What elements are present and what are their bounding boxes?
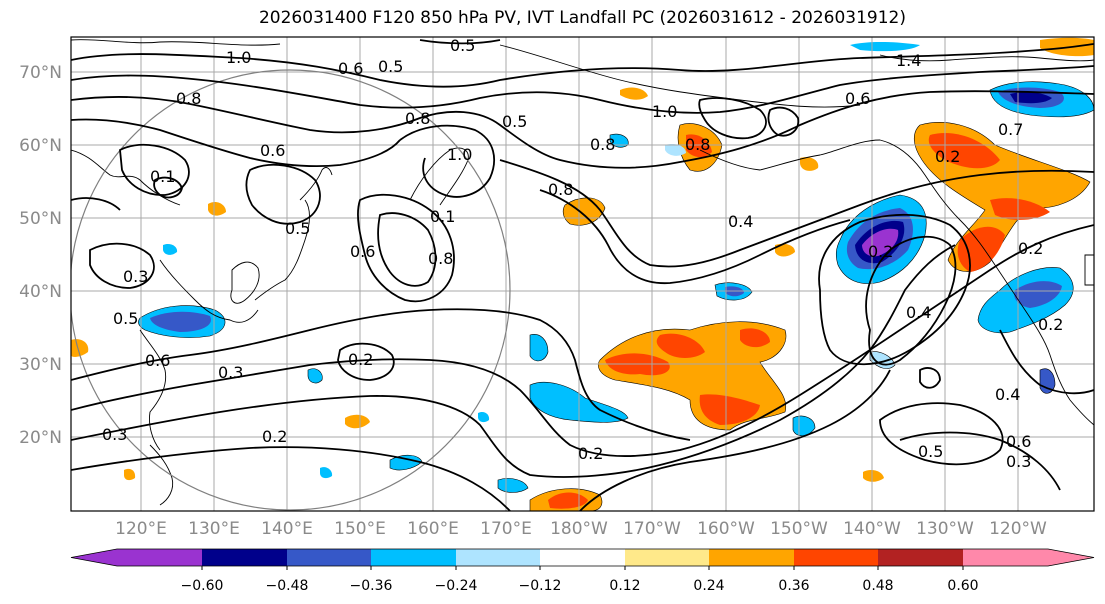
contour-label: 0.6: [350, 242, 375, 261]
contour-label: 0.2: [868, 242, 893, 261]
lon-label: 160°E: [407, 519, 459, 539]
lon-label: 120°W: [989, 519, 1047, 539]
ivt-contours: [71, 39, 1094, 511]
lon-label: 160°W: [697, 519, 755, 539]
lon-label: 180°W: [550, 519, 608, 539]
lon-label: 140°E: [261, 519, 313, 539]
contour-label: 0.2: [935, 147, 960, 166]
colorbar-ticks: −0.60 −0.48 −0.36 −0.24 −0.12 0.12 0.24 …: [181, 578, 979, 594]
colorbar-swatch: [878, 549, 963, 566]
contour-label: 0.5: [918, 442, 943, 461]
contour-labels: 1.0 0.5 0.6 0.5 0.8 0.5 1.0 1.4 0.6 0.7 …: [102, 36, 1063, 471]
contour-label: 0.8: [685, 135, 710, 154]
colorbar-tick: −0.36: [350, 578, 393, 594]
contour-label: 0.5: [113, 309, 138, 328]
lon-label: 150°E: [334, 519, 386, 539]
contour-label: 0.5: [378, 57, 403, 76]
contour-label: 1.0: [447, 145, 472, 164]
colorbar-swatches: [70, 548, 1095, 570]
contour-label: 0.6: [845, 89, 870, 108]
lat-label: 50°N: [19, 209, 62, 229]
contour-label: 0.4: [906, 303, 931, 322]
colorbar-swatch: [709, 549, 794, 566]
contour-label: 1.0: [226, 48, 251, 67]
contour-label: 0.2: [578, 444, 603, 463]
lon-label: 170°E: [480, 519, 532, 539]
colorbar-tick: −0.60: [181, 578, 224, 594]
colorbar-tick: −0.24: [435, 578, 478, 594]
colorbar-tick: 0.60: [947, 578, 978, 594]
map-title: 2026031400 F120 850 hPa PV, IVT Landfall…: [258, 8, 906, 28]
contour-label: 0.8: [590, 135, 615, 154]
lon-label: 130°W: [916, 519, 974, 539]
contour-label: 0.3: [102, 425, 127, 444]
contour-label: 0.6: [145, 351, 170, 370]
colorbar-swatch: [456, 549, 540, 566]
lon-label: 120°E: [115, 519, 167, 539]
contour-label: 0.2: [1018, 239, 1043, 258]
contour-label: 0.5: [502, 112, 527, 131]
contour-label: 0.3: [123, 267, 148, 286]
colorbar-tick: −0.48: [266, 578, 309, 594]
colorbar-swatch: [371, 549, 456, 566]
contour-label: 0.8: [548, 180, 573, 199]
colorbar: −0.60 −0.48 −0.36 −0.24 −0.12 0.12 0.24 …: [70, 548, 1095, 594]
colorbar-tick: −0.12: [519, 578, 562, 594]
map-area: [71, 37, 1094, 511]
contour-label: 0.3: [1006, 452, 1031, 471]
lat-label: 30°N: [19, 355, 62, 375]
contour-label: 0.8: [428, 249, 453, 268]
pv-shading: [71, 37, 1094, 511]
contour-label: 0.1: [430, 207, 455, 226]
lon-label: 150°W: [770, 519, 828, 539]
colorbar-tick: 0.48: [862, 578, 893, 594]
lat-label: 60°N: [19, 136, 62, 156]
colorbar-swatch: [540, 549, 625, 566]
contour-label: 0.2: [1038, 315, 1063, 334]
contour-label: 0.6: [338, 59, 363, 78]
contour-label: 0.5: [285, 219, 310, 238]
lat-label: 20°N: [19, 428, 62, 448]
colorbar-swatch: [963, 549, 1094, 566]
contour-label: 0.7: [998, 120, 1023, 139]
lon-label: 130°E: [188, 519, 240, 539]
colorbar-tick: 0.12: [609, 578, 640, 594]
latitude-labels: 70°N 60°N 50°N 40°N 30°N 20°N: [19, 63, 62, 448]
colorbar-swatch: [625, 549, 709, 566]
colorbar-swatch: [794, 549, 878, 566]
distance-circle: [71, 69, 511, 511]
contour-label: 0.8: [176, 89, 201, 108]
contour-label: 0.2: [262, 427, 287, 446]
contour-label: 0.5: [450, 36, 475, 55]
contour-label: 0.2: [348, 350, 373, 369]
contour-label: 0.4: [728, 212, 753, 231]
colorbar-swatch: [287, 549, 371, 566]
colorbar-tick: 0.24: [693, 578, 724, 594]
contour-label: 1.4: [896, 51, 921, 70]
longitude-labels: 120°E 130°E 140°E 150°E 160°E 170°E 180°…: [115, 519, 1047, 539]
contour-label: 0.3: [218, 363, 243, 382]
colorbar-tick: 0.36: [778, 578, 809, 594]
contour-label: 0.6: [260, 141, 285, 160]
graticule: [71, 37, 1094, 511]
colorbar-swatch: [202, 549, 287, 566]
contour-label: 0.1: [150, 167, 175, 186]
lat-label: 40°N: [19, 282, 62, 302]
colorbar-outline: [70, 548, 1095, 567]
contour-label: 1.0: [652, 102, 677, 121]
lon-label: 140°W: [843, 519, 901, 539]
lat-label: 70°N: [19, 63, 62, 83]
colorbar-swatch: [71, 549, 202, 566]
lon-label: 170°W: [623, 519, 681, 539]
contour-label: 0.8: [405, 109, 430, 128]
contour-label: 0.4: [995, 385, 1020, 404]
contour-label: 0.6: [1006, 432, 1031, 451]
map-frame: [70, 36, 1095, 512]
